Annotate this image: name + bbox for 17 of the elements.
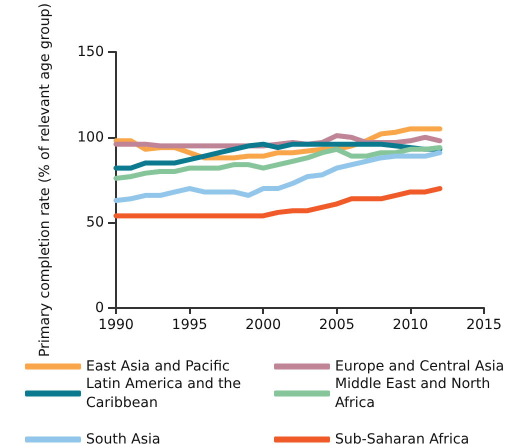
x-tick-label: 2000 [245, 317, 282, 333]
legend-label: Europe and Central Asia [335, 358, 504, 374]
x-tick-label: 2010 [392, 317, 428, 333]
x-tick-label: 2015 [466, 317, 502, 333]
x-tick-label: 1990 [98, 317, 134, 333]
legend-label: Sub-Saharan Africa [335, 432, 470, 447]
y-tick-label: 0 [95, 300, 104, 316]
legend-label: Middle East and North Africa [335, 376, 495, 411]
y-axis-title: Primary completion rate (% of relevant age group) [37, 3, 53, 358]
y-tick-label: 100 [77, 129, 104, 146]
legend-label: East Asia and Pacific [86, 358, 230, 374]
y-tick-label: 150 [77, 44, 104, 60]
legend-label: South Asia [86, 432, 160, 447]
x-tick-label: 2005 [318, 317, 355, 333]
x-tick-label: 1995 [172, 317, 208, 333]
y-tick-label: 50 [86, 214, 104, 231]
legend-label: Latin America and the Caribbean [86, 376, 246, 411]
